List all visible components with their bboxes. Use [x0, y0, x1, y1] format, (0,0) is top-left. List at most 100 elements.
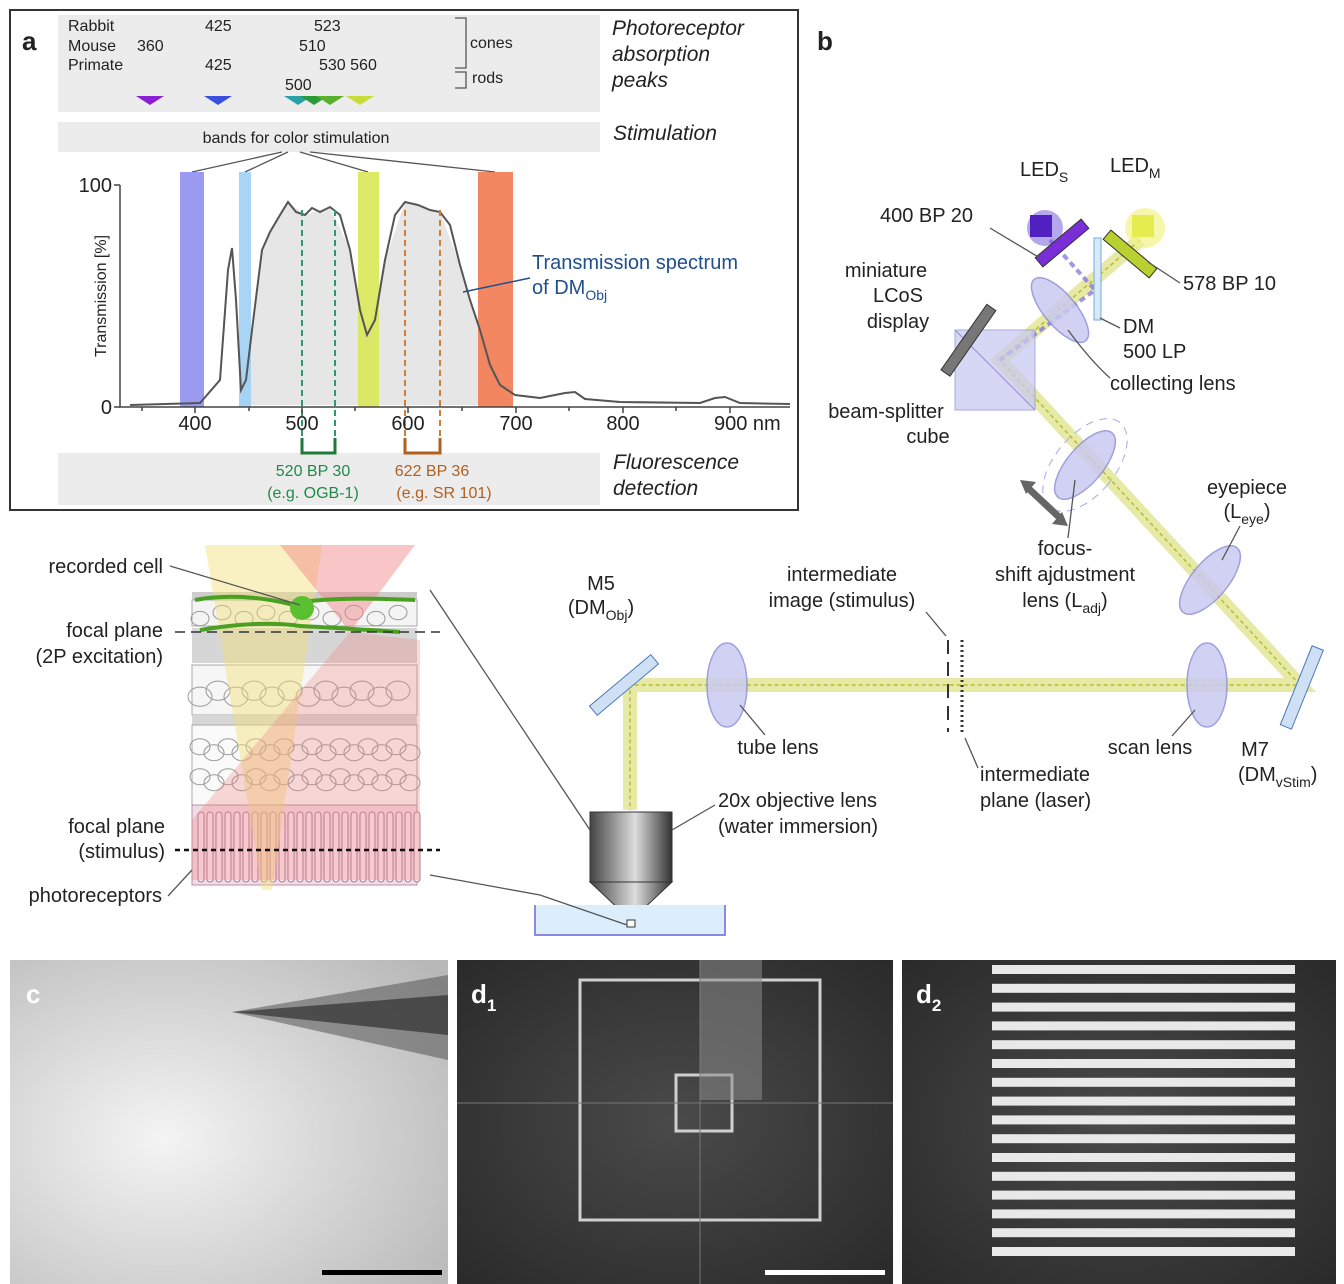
x-tick-label: 700: [499, 413, 532, 435]
stripe: [992, 1097, 1295, 1106]
stripe: [992, 1209, 1295, 1218]
label: image (stimulus): [769, 590, 916, 612]
spectrum-label: Transmission spectrum: [532, 252, 738, 274]
subscript: Obj: [606, 607, 628, 623]
x-tick-label: 600: [391, 413, 424, 435]
cones-label: cones: [470, 35, 513, 52]
stripe: [992, 1059, 1295, 1068]
text: of DM: [532, 277, 585, 299]
label: display: [867, 311, 929, 333]
subscript: adj: [1082, 600, 1101, 616]
sample: [627, 920, 635, 927]
subscript: Obj: [585, 287, 607, 303]
row-title: Stimulation: [613, 122, 717, 145]
leader: [926, 612, 946, 636]
label: 500 LP: [1123, 341, 1186, 363]
label: focal plane: [68, 816, 165, 838]
y-tick-label: 100: [79, 175, 112, 197]
recorded-cell: [290, 596, 314, 620]
lens: [1044, 421, 1126, 508]
label: focus-: [1038, 538, 1092, 560]
figure: a Rabbit 425 523 Mouse 360 510 Primate 4…: [0, 0, 1344, 1284]
peak: 360: [137, 38, 164, 55]
panel-label: a: [22, 26, 37, 56]
stripe: [992, 1172, 1295, 1181]
stripe: [992, 1191, 1295, 1200]
label: DM: [1123, 316, 1154, 338]
label: scan lens: [1108, 737, 1193, 759]
stripe: [992, 1134, 1295, 1143]
bands-label: bands for color stimulation: [203, 130, 390, 147]
label: collecting lens: [1110, 373, 1236, 395]
text: ): [1264, 501, 1271, 523]
peak: 425: [205, 18, 232, 35]
label: miniature: [845, 260, 927, 282]
leader: [1100, 318, 1120, 328]
label: shift ajdustment: [995, 564, 1136, 586]
peak: 510: [299, 38, 326, 55]
stripe: [992, 965, 1295, 974]
label: photoreceptors: [29, 885, 162, 907]
label: lens (Ladj): [1022, 590, 1107, 616]
text: (DM: [1238, 764, 1276, 786]
subscript: 1: [487, 996, 496, 1015]
text: d: [471, 979, 487, 1009]
label: 20x objective lens: [718, 790, 877, 812]
label: intermediate: [787, 564, 897, 586]
label: eyepiece: [1207, 477, 1287, 499]
stripe: [992, 1021, 1295, 1030]
lens: [1187, 643, 1227, 727]
label: focal plane: [66, 620, 163, 642]
text: ): [627, 597, 634, 619]
text: LED: [1110, 155, 1149, 177]
led: [1132, 215, 1154, 237]
stripe: [992, 984, 1295, 993]
leader: [672, 805, 715, 830]
x-tick-label: 400: [178, 413, 211, 435]
subscript: eye: [1241, 511, 1264, 527]
subscript: 2: [932, 996, 941, 1015]
x-tick-label: 800: [606, 413, 639, 435]
label: M5: [587, 573, 615, 595]
panel-label: c: [26, 979, 40, 1009]
label: (Leye): [1223, 501, 1270, 527]
objective: [590, 812, 672, 882]
text: (L: [1223, 501, 1241, 523]
row-title: detection: [613, 477, 698, 500]
label: (2P excitation): [36, 646, 163, 668]
label: plane (laser): [980, 790, 1091, 812]
stripe: [992, 1228, 1295, 1237]
text-stimulus: [700, 960, 762, 1100]
stripe: [992, 1003, 1295, 1012]
stim-band: [478, 172, 513, 407]
row-title: Fluorescence: [613, 451, 739, 474]
row-title: Photoreceptor: [612, 17, 745, 40]
label: tube lens: [737, 737, 818, 759]
leader: [168, 870, 192, 896]
label: (DMObj): [568, 597, 634, 623]
filter-example: (e.g. SR 101): [396, 485, 491, 502]
label: M7: [1241, 739, 1269, 761]
text: ): [1311, 764, 1318, 786]
x-tick-label: 500: [285, 413, 318, 435]
text: (DM: [568, 597, 606, 619]
y-tick-label: 0: [101, 397, 112, 419]
stim-band: [358, 172, 379, 407]
leader: [1172, 710, 1195, 736]
peak: 500: [285, 77, 312, 94]
peak: 425: [205, 57, 232, 74]
filter-name: 520 BP 30: [276, 463, 351, 480]
label: cube: [906, 426, 949, 448]
label: intermediate: [980, 764, 1090, 786]
stripe: [992, 1153, 1295, 1162]
y-axis-label: Transmission [%]: [93, 235, 110, 357]
dichroic: [1094, 238, 1101, 320]
subscript: M: [1149, 165, 1161, 181]
leader: [965, 738, 978, 768]
peak: 523: [314, 18, 341, 35]
label: (water immersion): [718, 816, 878, 838]
x-tick-label: 900 nm: [714, 413, 781, 435]
filter-name: 622 BP 36: [395, 463, 470, 480]
text: ): [1101, 590, 1108, 612]
stripe: [992, 1115, 1295, 1124]
